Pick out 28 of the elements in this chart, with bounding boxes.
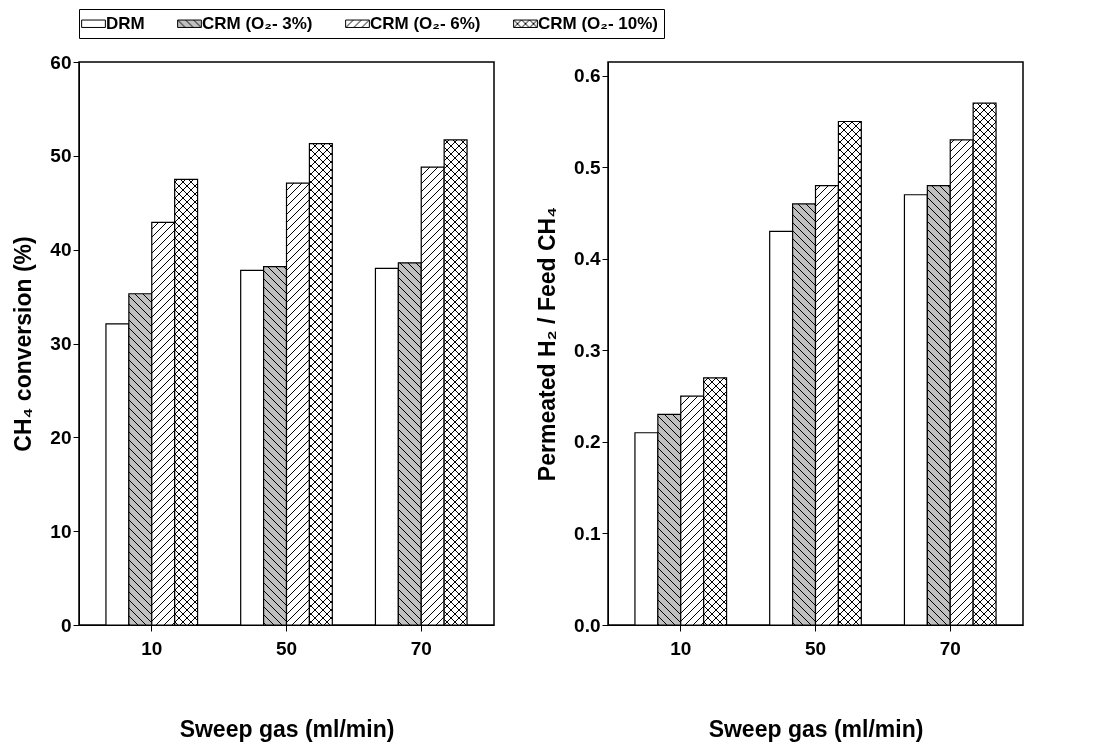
x-axis-title: Sweep gas (ml/min) bbox=[179, 715, 395, 742]
y-tick-label: 30 bbox=[50, 333, 72, 354]
y-tick-label: 0.5 bbox=[574, 156, 601, 178]
y-tick-label: 20 bbox=[50, 426, 72, 448]
legend-label: DRM bbox=[106, 13, 145, 33]
legend-label: CRM (O₂- 6%) bbox=[370, 13, 481, 33]
y-axis-title: CH₄ conversion (%) bbox=[10, 236, 37, 452]
y-tick-label: 0.0 bbox=[574, 614, 601, 636]
x-axis-title: Sweep gas (ml/min) bbox=[708, 715, 924, 742]
x-tick-label: 50 bbox=[804, 637, 827, 659]
legend-label: CRM (O₂- 3%) bbox=[202, 13, 313, 33]
y-tick-label: 0.1 bbox=[574, 522, 601, 544]
y-tick-label: 60 bbox=[50, 51, 72, 73]
y-tick-label: 0.2 bbox=[574, 431, 601, 453]
x-tick-label: 10 bbox=[670, 637, 692, 659]
x-tick-label: 50 bbox=[275, 637, 298, 659]
x-tick-label: 10 bbox=[141, 637, 163, 659]
x-tick-label: 70 bbox=[939, 637, 961, 659]
y-tick-label: 40 bbox=[50, 239, 72, 261]
y-tick-label: 0.4 bbox=[574, 248, 601, 270]
x-tick-label: 70 bbox=[410, 637, 432, 659]
y-tick-label: 0.6 bbox=[574, 65, 601, 87]
y-axis-title: Permeated H₂ / Feed CH₄ bbox=[534, 206, 561, 482]
y-tick-label: 10 bbox=[50, 520, 72, 542]
y-tick-label: 0 bbox=[60, 614, 72, 636]
y-tick-label: 50 bbox=[50, 145, 72, 167]
y-tick-label: 0.3 bbox=[574, 339, 601, 361]
legend-label: CRM (O₂- 10%) bbox=[538, 13, 658, 33]
